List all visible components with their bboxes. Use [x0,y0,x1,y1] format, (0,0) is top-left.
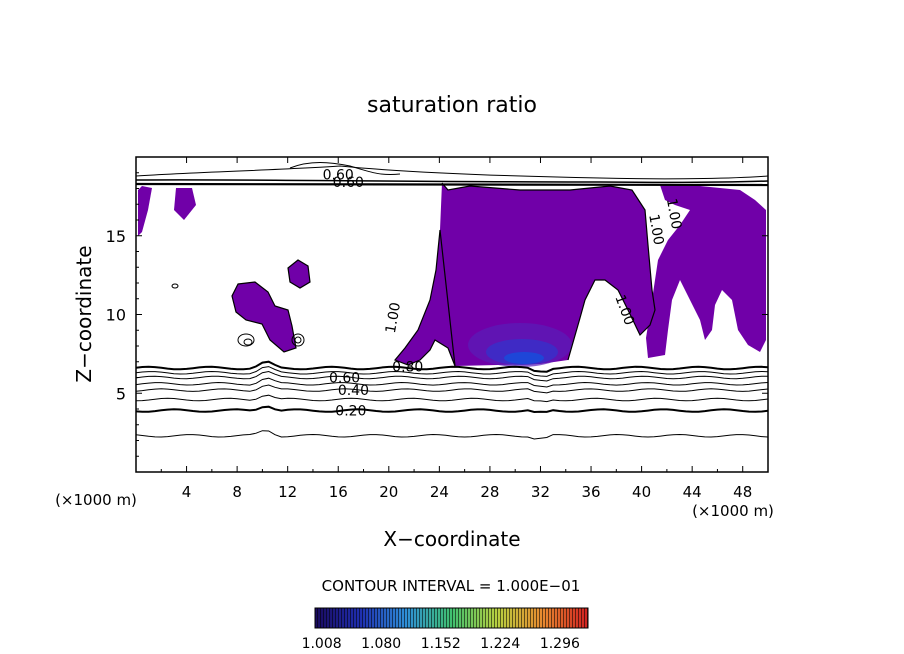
contour-line [136,394,768,403]
outline-mid [231,281,297,353]
contour-label: 0.20 [335,404,366,420]
loop-5 [171,283,179,289]
region-outlines [231,182,656,367]
y-axis-ticks: 5 10 15 [106,172,768,457]
x-tick-label: 16 [329,483,348,501]
chart-title: saturation ratio [367,93,537,118]
contour-label: 1.00 [383,301,404,334]
outline-large [394,182,656,367]
x-tick-label: 32 [531,483,550,501]
x-tick-label: 20 [379,483,398,501]
upper-contour-2 [136,179,768,184]
x-tick-label: 12 [278,483,297,501]
x-tick-label: 44 [683,483,702,501]
contour-lines [136,360,768,440]
x-tick-label: 28 [480,483,499,501]
x-axis-ticks: 4 8 12 16 20 24 28 32 36 40 44 48 [160,157,752,501]
x-axis-label: X−coordinate [383,527,520,551]
purple-region-left [138,186,152,236]
purple-region-mid [232,282,296,352]
x-tick-label: 40 [632,483,651,501]
contour-label: 0.60 [333,175,364,191]
colorbar-tick-label: 1.008 [302,636,342,652]
loop-3 [291,333,305,347]
contour-line [136,377,768,388]
contour-line [136,366,768,377]
contour-label: 0.60 [329,371,360,387]
y-tick-label: 10 [106,306,126,325]
colorbar-tick-label: 1.080 [361,636,401,652]
colorbar-stripes [315,608,588,628]
small-contour-loops [171,283,305,347]
x-tick-label: 8 [232,483,242,501]
contour-interval-text: CONTOUR INTERVAL = 1.000E−01 [322,577,581,595]
blue-core-inner [504,352,544,364]
purple-region-small [288,260,310,288]
contour-line [136,430,768,440]
purple-region-right [646,185,766,358]
x-tick-label: 24 [430,483,449,501]
contour-label: 0.60 [323,167,354,183]
contour-label: 1.00 [645,213,666,246]
colorbar: 1.008 1.080 1.152 1.224 1.296 [302,607,589,652]
y-tick-label: 5 [116,384,126,403]
loop-1 [237,333,255,347]
upper-contours [136,162,768,187]
colorbar-tick-label: 1.152 [421,636,461,652]
y-tick-label: 15 [106,227,126,246]
contour-line [136,370,768,382]
contour-label: 1.00 [663,197,684,230]
purple-region-large [395,183,655,366]
purple-region-left2 [174,188,196,220]
x-tick-label: 4 [182,483,192,501]
contour-line [136,405,768,414]
x-tick-label: 36 [581,483,600,501]
contour-label: 0.80 [392,359,423,375]
loop-4 [294,336,302,344]
colorbar-tick-labels: 1.008 1.080 1.152 1.224 1.296 [302,636,580,652]
outline-small [287,259,311,289]
y-axis-label: Z−coordinate [72,245,96,382]
supersaturated-regions [138,183,766,366]
contour-label: 0.40 [338,383,369,399]
contour-line [136,360,768,373]
upper-contour-4 [289,162,401,175]
loop-2 [243,338,253,346]
upper-contour-3 [136,182,768,187]
x-tick-label: 48 [733,483,752,501]
contour-line [136,384,768,394]
colorbar-frame [314,607,589,629]
upper-contour-1 [136,165,768,180]
x-unit-left: (×1000 m) [55,491,137,509]
contour-labels: 0.200.400.600.801.00 1.001.001.000.600.60 [323,167,684,419]
colorbar-tick-label: 1.224 [480,636,520,652]
x-unit-right: (×1000 m) [692,502,774,520]
plot-area [136,162,768,440]
colorbar-tick-label: 1.296 [540,636,580,652]
